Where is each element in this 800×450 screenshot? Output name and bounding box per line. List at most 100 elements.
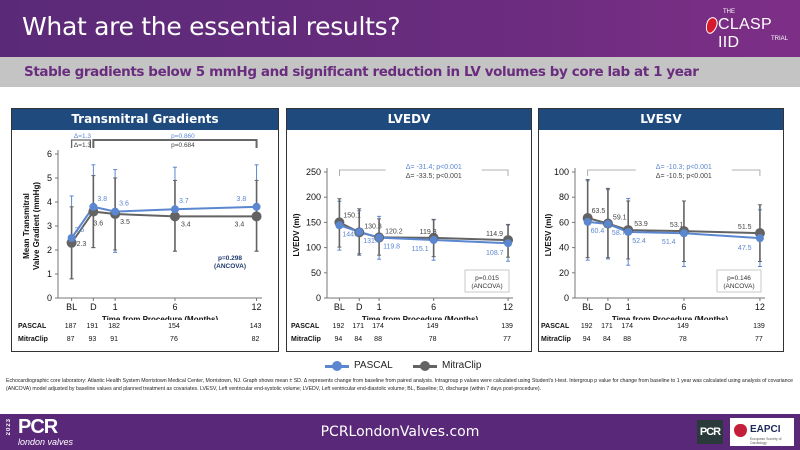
legend-label: MitraClip <box>442 360 482 371</box>
panel-lvedv: LVEDV 0 50 100 150 200 250 BL D 1 6 12 Time from Pr… <box>286 108 532 352</box>
mitraclip-point <box>251 211 262 222</box>
n-at-risk-value: 84 <box>354 336 363 343</box>
mitraclip-data-label: 53.1 <box>670 222 684 229</box>
pascal-data-label: 47.5 <box>738 245 752 252</box>
pcr-small-logo: PCR <box>697 420 723 444</box>
mitraclip-data-label: 150.1 <box>343 212 361 219</box>
mitraclip-data-label: 53.9 <box>634 221 648 228</box>
x-tick-label: 1 <box>113 302 118 312</box>
pascal-point <box>170 205 179 214</box>
x-tick-label: 12 <box>252 302 262 312</box>
pascal-data-label: 131.3 <box>363 238 381 245</box>
y-axis-label: Valve Gradient (mmHg) <box>32 182 41 270</box>
heart-icon <box>703 15 720 36</box>
pascal-data-label: 108.7 <box>486 250 504 257</box>
n-at-risk-value: 88 <box>374 336 382 343</box>
n-at-risk-value: 171 <box>601 323 613 330</box>
pascal-point <box>335 221 344 230</box>
website-link[interactable]: PCRLondonValves.com <box>320 424 480 440</box>
n-at-risk-table: PASCAL 192 171 174 149 139 MitraClip 94 84 88 78 77 <box>541 323 781 349</box>
footer-banner: 2023 PCR london valves PCRLondonValves.c… <box>0 414 800 450</box>
y-tick-label: 40 <box>559 243 569 253</box>
pascal-point <box>624 227 633 236</box>
ancova-label: (ANCOVA) <box>471 283 502 290</box>
y-axis-label: LVEDV (ml) <box>292 213 301 256</box>
y-tick-label: 150 <box>306 217 321 227</box>
x-axis-label: Time from Procedure (Months) <box>102 315 219 320</box>
mitraclip-data-label: 130.3 <box>364 223 382 230</box>
legend-pascal: PASCAL <box>325 360 405 374</box>
n-at-risk-value: 143 <box>249 323 262 330</box>
pascal-data-label: 52.4 <box>632 238 646 245</box>
pascal-point <box>252 202 261 211</box>
pascal-point <box>583 217 592 226</box>
x-tick-label: BL <box>66 302 77 312</box>
n-at-risk-row-label: PASCAL <box>291 323 320 330</box>
panel-lvesv: LVESV 0 20 40 60 80 100 BL D 1 6 12 Time from Proce… <box>538 108 784 352</box>
n-at-risk-value: 76 <box>170 336 178 343</box>
n-at-risk-row-label: MitraClip <box>291 336 321 343</box>
x-tick-label: 6 <box>431 302 436 312</box>
n-at-risk-value: 82 <box>251 336 260 343</box>
eapci-subtitle: European Society of Cardiology <box>750 437 782 445</box>
ancova-box <box>716 269 762 293</box>
n-at-risk-row-label: PASCAL <box>541 323 570 330</box>
delta-pascal: Δ= -10.3; p<0.001 <box>656 164 712 171</box>
x-tick-label: 1 <box>626 302 631 312</box>
pascal-data-label: 51.4 <box>662 239 676 246</box>
pascal-data-label: 58.7 <box>612 230 626 237</box>
x-tick-label: 1 <box>377 302 382 312</box>
x-axis-label: Time from Procedure (Months) <box>362 315 479 320</box>
y-tick-label: 60 <box>559 217 569 227</box>
n-at-risk-value: 94 <box>582 336 591 343</box>
n-at-risk-row-label: MitraClip <box>18 336 48 343</box>
mitraclip-data-label: 59.1 <box>613 215 627 222</box>
eapci-logo: EAPCI European Society of Cardiology <box>730 418 794 446</box>
pascal-data-label: 3.6 <box>119 201 129 208</box>
delta-mitraclip: Δ=1.3 <box>74 142 92 149</box>
pascal-point <box>355 227 364 236</box>
y-tick-label: 0 <box>316 293 321 303</box>
pascal-data-label: 2.5 <box>75 227 85 234</box>
legend-marker <box>332 361 342 371</box>
y-tick-label: 1 <box>47 269 52 279</box>
n-at-risk-value: 78 <box>679 336 687 343</box>
delta-pascal: Δ=1.3 <box>74 133 92 140</box>
n-at-risk-value: 192 <box>580 323 593 330</box>
subheader-bar: Stable gradients below 5 mmHg and signif… <box>0 57 800 87</box>
p-pascal: p=0.860 <box>171 133 195 140</box>
logo-name: CLASP IID <box>718 16 772 51</box>
subheader-text: Stable gradients below 5 mmHg and signif… <box>24 64 699 80</box>
chart-lvesv: 0 20 40 60 80 100 BL D 1 6 12 Time from Procedure (… <box>544 162 765 320</box>
y-tick-label: 5 <box>47 173 52 183</box>
x-tick-label: 6 <box>681 302 686 312</box>
mitraclip-data-label: 2.3 <box>77 241 87 248</box>
pascal-point <box>755 234 764 243</box>
y-tick-label: 80 <box>559 192 569 202</box>
footnote: Echocardiographic core laboratory: Atlan… <box>6 378 793 392</box>
y-tick-label: 200 <box>306 192 321 202</box>
mitraclip-data-label: 3.6 <box>93 221 103 228</box>
n-at-risk-value: 187 <box>64 323 77 330</box>
pcr-logo: PCR <box>18 416 58 438</box>
n-at-risk-value: 78 <box>428 336 437 343</box>
n-at-risk-value: 91 <box>110 336 118 343</box>
y-tick-label: 2 <box>47 245 52 255</box>
pascal-data-label: 3.7 <box>179 198 189 205</box>
mitraclip-data-label: 3.5 <box>120 219 130 226</box>
y-tick-label: 100 <box>306 243 321 253</box>
pcr-logo-subtitle: london valves <box>18 437 74 447</box>
pascal-point <box>111 207 120 216</box>
bracket <box>92 139 258 148</box>
n-at-risk-value: 174 <box>621 323 634 330</box>
n-at-risk-value: 149 <box>677 323 689 330</box>
header-banner: What are the essential results? THE CLAS… <box>0 0 800 57</box>
ancova-box <box>464 269 510 293</box>
pascal-point <box>504 239 513 248</box>
pascal-point <box>679 229 688 238</box>
bracket <box>70 139 92 148</box>
pascal-data-label: 3.8 <box>237 196 247 203</box>
ancova-p-value: p=0.298 <box>218 255 242 262</box>
n-at-risk-value: 191 <box>86 323 99 330</box>
